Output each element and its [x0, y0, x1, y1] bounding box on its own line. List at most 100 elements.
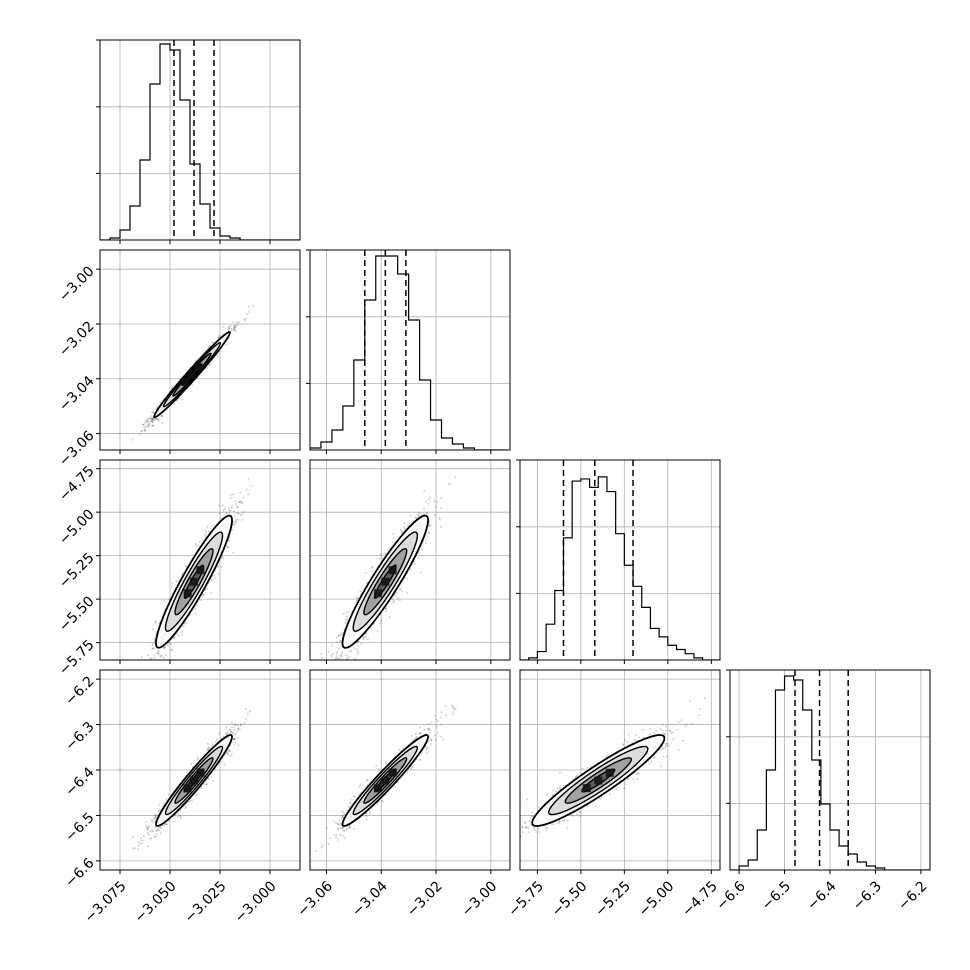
scatter-point [397, 597, 399, 600]
scatter-point [157, 419, 160, 422]
scatter-point [240, 500, 243, 503]
scatter-point [335, 652, 338, 655]
panel-frame [99, 249, 301, 451]
scatter-point [208, 363, 211, 366]
scatter-point [232, 320, 234, 323]
scatter-point [447, 483, 450, 486]
scatter-point [319, 672, 321, 674]
density-block [183, 589, 192, 598]
scatter-point [403, 527, 406, 530]
scatter-point [225, 512, 228, 515]
scatter-point [163, 824, 166, 827]
histogram-panel-0 [96, 39, 301, 244]
scatter-point [204, 592, 207, 595]
scatter-point [211, 743, 214, 746]
scatter-point [151, 628, 154, 631]
scatter-point [233, 737, 236, 740]
scatter-point [236, 730, 239, 733]
scatter-point [154, 631, 157, 634]
scatter-point [153, 654, 155, 657]
scatter-point [356, 641, 359, 644]
scatter-point [217, 573, 220, 575]
scatter-point [151, 419, 153, 422]
scatter-point [206, 748, 209, 751]
scatter-point [155, 833, 158, 836]
scatter-point [163, 646, 166, 649]
scatter-point [190, 763, 193, 765]
scatter-point [366, 638, 369, 641]
scatter-point [440, 497, 443, 500]
scatter-point [229, 755, 232, 758]
scatter-point [156, 405, 159, 408]
scatter-point [234, 500, 237, 503]
scatter-point [406, 592, 409, 594]
scatter-point [114, 457, 116, 459]
scatter-point [153, 656, 156, 659]
scatter-point [228, 512, 231, 515]
scatter-point [435, 505, 438, 508]
scatter-point [146, 419, 149, 422]
scatter-point [307, 710, 309, 712]
scatter-point [334, 684, 336, 686]
scatter-point [209, 776, 212, 778]
scatter-point [416, 514, 419, 517]
scatter-point [222, 326, 225, 329]
scatter-point [157, 828, 160, 831]
scatter-point [143, 429, 146, 432]
scatter-point [147, 654, 149, 656]
scatter-point [159, 655, 162, 658]
scatter-point [439, 518, 441, 521]
scatter-point [320, 653, 323, 655]
scatter-point [229, 509, 232, 512]
scatter-point [211, 341, 214, 344]
scatter-point [205, 532, 207, 535]
scatter-point [392, 601, 395, 604]
scatter-point [384, 609, 387, 612]
scatter-point [409, 514, 412, 517]
scatter-point [417, 514, 420, 517]
scatter-point [232, 551, 235, 554]
scatter-point [233, 729, 236, 732]
scatter-point [237, 727, 240, 730]
scatter-point [231, 504, 234, 507]
scatter-point [163, 647, 166, 650]
scatter-point [239, 514, 242, 517]
scatter-point [362, 635, 365, 638]
scatter-point [246, 313, 249, 315]
panel-content [100, 250, 300, 459]
scatter-point [409, 568, 412, 571]
scatter-point [241, 513, 244, 516]
panel-frame [99, 459, 301, 661]
scatter-point [162, 656, 165, 659]
scatter-point [207, 747, 210, 750]
scatter-point [164, 653, 167, 656]
scatter-point [151, 424, 154, 427]
scatter-point [165, 823, 168, 826]
scatter-point [379, 621, 382, 624]
scatter-point [208, 530, 211, 533]
scatter-point [145, 821, 148, 823]
scatter-point [332, 685, 334, 687]
scatter-point [433, 499, 436, 502]
scatter-point [337, 657, 340, 660]
scatter-point [156, 652, 159, 655]
scatter-point [155, 417, 158, 420]
scatter-point [391, 541, 394, 544]
scatter-point [231, 528, 234, 531]
scatter-point [337, 647, 340, 650]
scatter-point [233, 723, 236, 726]
scatter-point [212, 524, 215, 527]
scatter-point [237, 501, 240, 504]
scatter-point [218, 334, 221, 337]
scatter-point [385, 607, 388, 610]
scatter-point [170, 649, 173, 651]
scatter-point [155, 407, 158, 410]
scatter-point [418, 551, 421, 554]
scatter-point [250, 485, 253, 488]
density-block [181, 378, 190, 387]
scatter-point [142, 835, 145, 838]
scatter-point [147, 416, 150, 419]
scatter-point [414, 516, 417, 519]
scatter-point [227, 325, 230, 328]
scatter-point [195, 793, 198, 796]
